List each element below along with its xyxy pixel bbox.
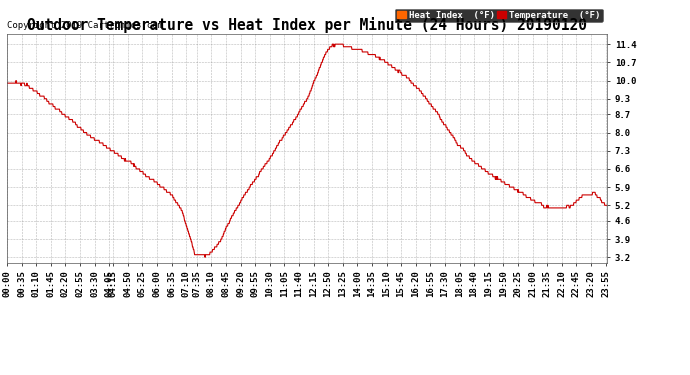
Text: Copyright 2019 Cartronics.com: Copyright 2019 Cartronics.com — [7, 21, 163, 30]
Title: Outdoor Temperature vs Heat Index per Minute (24 Hours) 20190120: Outdoor Temperature vs Heat Index per Mi… — [27, 16, 587, 33]
Legend: Heat Index  (°F), Temperature  (°F): Heat Index (°F), Temperature (°F) — [395, 9, 602, 22]
